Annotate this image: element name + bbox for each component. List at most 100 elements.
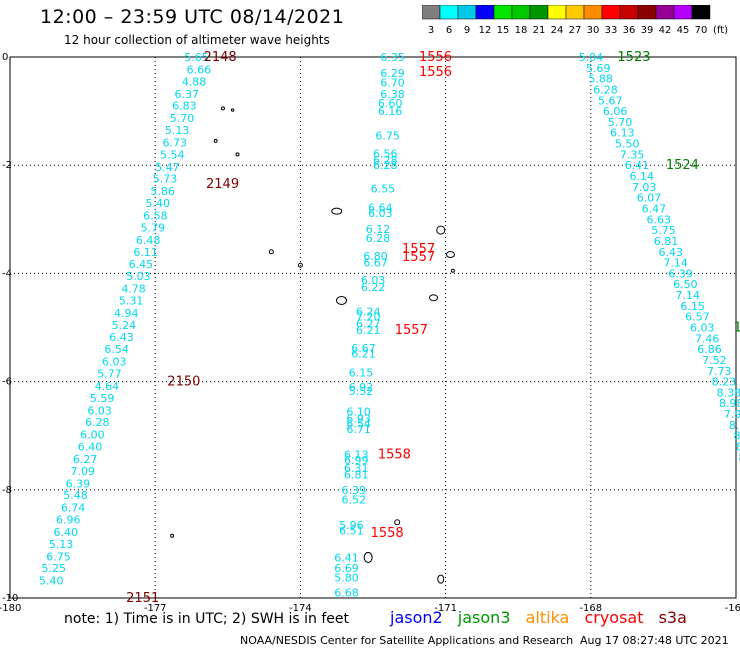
- lat-tick-label: -4: [2, 268, 12, 279]
- wave-height-label: 7.14: [676, 289, 701, 302]
- pass-time-label: 1557: [395, 323, 428, 338]
- wave-height-label: 6.12: [366, 223, 391, 236]
- wave-height-label: 5.77: [97, 367, 122, 380]
- wave-height-label: 7.09: [71, 465, 96, 478]
- wave-height-label: 5.31: [119, 294, 143, 307]
- pass-time-label: 1523: [617, 50, 650, 65]
- wave-height-label: 5.24: [112, 319, 137, 332]
- wave-height-label: 6.86: [697, 343, 722, 356]
- lat-tick-label: -10: [2, 593, 18, 604]
- wave-height-label: 5.48: [63, 489, 88, 502]
- wave-height-label: 5.13: [165, 124, 190, 137]
- wave-height-label: 6.39: [66, 477, 91, 490]
- wave-height-label: 6.70: [380, 76, 405, 89]
- wave-height-label: 4.88: [182, 75, 207, 88]
- legend-jason2: jason2: [390, 608, 443, 627]
- map-subtitle: 12 hour collection of altimeter wave hei…: [64, 33, 330, 47]
- wave-height-label: 5.50: [615, 138, 640, 151]
- wave-height-label: 6.15: [349, 366, 374, 379]
- wave-height-label: 6.67: [363, 257, 388, 270]
- colorbar-swatch: [691, 5, 711, 20]
- wave-height-label: 5.40: [146, 197, 171, 210]
- wave-height-label: 8.38: [717, 386, 740, 399]
- note-text: note: 1) Time is in UTC; 2) SWH is in fe…: [64, 611, 350, 627]
- wave-height-label: 6.24: [356, 305, 381, 318]
- map-title: 12:00 – 23:59 UTC 08/14/2021: [40, 6, 345, 28]
- wave-height-label: 6.74: [61, 502, 86, 515]
- wave-height-label: 6.48: [136, 234, 161, 247]
- wave-height-label: 6.52: [342, 494, 367, 507]
- colorbar-label: 6: [446, 25, 452, 36]
- legend-altika: altika: [525, 608, 570, 627]
- island-outline: [170, 533, 175, 538]
- wave-height-label: 6.03: [368, 207, 393, 220]
- colorbar-label: 18: [515, 25, 528, 36]
- pass-time-label: 1556: [419, 50, 452, 65]
- wave-height-label: 5.40: [39, 575, 64, 588]
- lon-tick-label: -168: [579, 603, 602, 614]
- wave-height-label: 6.06: [603, 105, 628, 118]
- wave-height-label: 6.47: [642, 202, 667, 215]
- wave-height-label: 6.80: [363, 250, 388, 263]
- wave-height-label: 6.35: [380, 51, 405, 64]
- wave-height-label: 6.43: [109, 331, 134, 344]
- wave-height-label: 6.10: [346, 405, 371, 418]
- lon-tick-label: -165: [725, 603, 740, 614]
- generated-timestamp: Aug 17 08:27:48 UTC 2021: [580, 634, 729, 647]
- wave-height-label: 6.13: [344, 449, 369, 462]
- wave-height-label: 5.59: [90, 392, 115, 405]
- wave-height-colorbar: 3 6 9 12 15 18 21 24 27 30 33 36 39 42 45 70 (ft): [422, 5, 728, 36]
- wave-height-label: 6.64: [368, 201, 393, 214]
- lat-tick-label: -8: [2, 485, 12, 496]
- wave-height-label: 6.50: [673, 278, 698, 291]
- wave-height-label: 6.96: [56, 514, 80, 527]
- pass-time-label: 1525: [734, 321, 740, 336]
- island-outline: [213, 138, 218, 143]
- wave-height-label: 7.20: [356, 311, 381, 324]
- lon-tick-label: -177: [144, 603, 167, 614]
- colorbar-unit: (ft): [713, 25, 728, 36]
- wave-height-label: 6.99: [344, 454, 369, 467]
- pass-time-label: 1557: [402, 250, 435, 265]
- colorbar-label: 12: [479, 25, 492, 36]
- colorbar-label: 36: [623, 25, 636, 36]
- wave-height-label: 6.41: [625, 159, 650, 172]
- island-outline: [297, 262, 303, 268]
- wave-height-label: 6.40: [78, 441, 103, 454]
- wave-height-label: 5.75: [651, 224, 676, 237]
- island-outline: [336, 295, 348, 305]
- wave-height-label: 5.13: [49, 538, 74, 551]
- wave-height-label: 6.13: [610, 127, 635, 140]
- wave-height-label: 6.03: [361, 274, 386, 287]
- wave-height-label: 7.73: [707, 365, 732, 378]
- island-outline: [445, 250, 455, 258]
- wave-height-label: 5.80: [334, 571, 359, 584]
- colorbar-label: 42: [659, 25, 672, 36]
- lat-tick-label: -6: [2, 377, 12, 388]
- wave-height-label: 7.03: [632, 181, 657, 194]
- wave-height-label: 6.75: [46, 550, 71, 563]
- wave-height-label: 5.65: [184, 51, 209, 64]
- wave-height-label: 6.93: [346, 412, 371, 425]
- wave-height-label: 7.99: [724, 408, 740, 421]
- colorbar-label: 9: [464, 25, 470, 36]
- wave-height-label: 7.46: [695, 332, 720, 345]
- wave-height-label: 5.73: [153, 173, 178, 186]
- wave-height-label: 6.81: [654, 235, 679, 248]
- wave-height-label: 6.00: [80, 429, 105, 442]
- wave-height-label: 6.57: [685, 311, 710, 324]
- wave-height-label: 5.70: [608, 116, 633, 129]
- wave-height-label: 5.67: [598, 94, 623, 107]
- island-outline: [394, 519, 401, 526]
- wave-height-label: 6.31: [344, 462, 369, 475]
- colorbar-label: 39: [641, 25, 654, 36]
- wave-height-label: 7.14: [663, 257, 688, 270]
- wave-height-label: 6.54: [104, 343, 129, 356]
- wave-height-label: 6.39: [668, 267, 693, 280]
- legend-cryosat: cryosat: [584, 608, 644, 627]
- wave-height-label: 6.22: [361, 281, 386, 294]
- wave-height-label: 5.47: [155, 161, 180, 174]
- pass-time-label: 1558: [378, 448, 411, 463]
- lon-tick-label: -171: [434, 603, 457, 614]
